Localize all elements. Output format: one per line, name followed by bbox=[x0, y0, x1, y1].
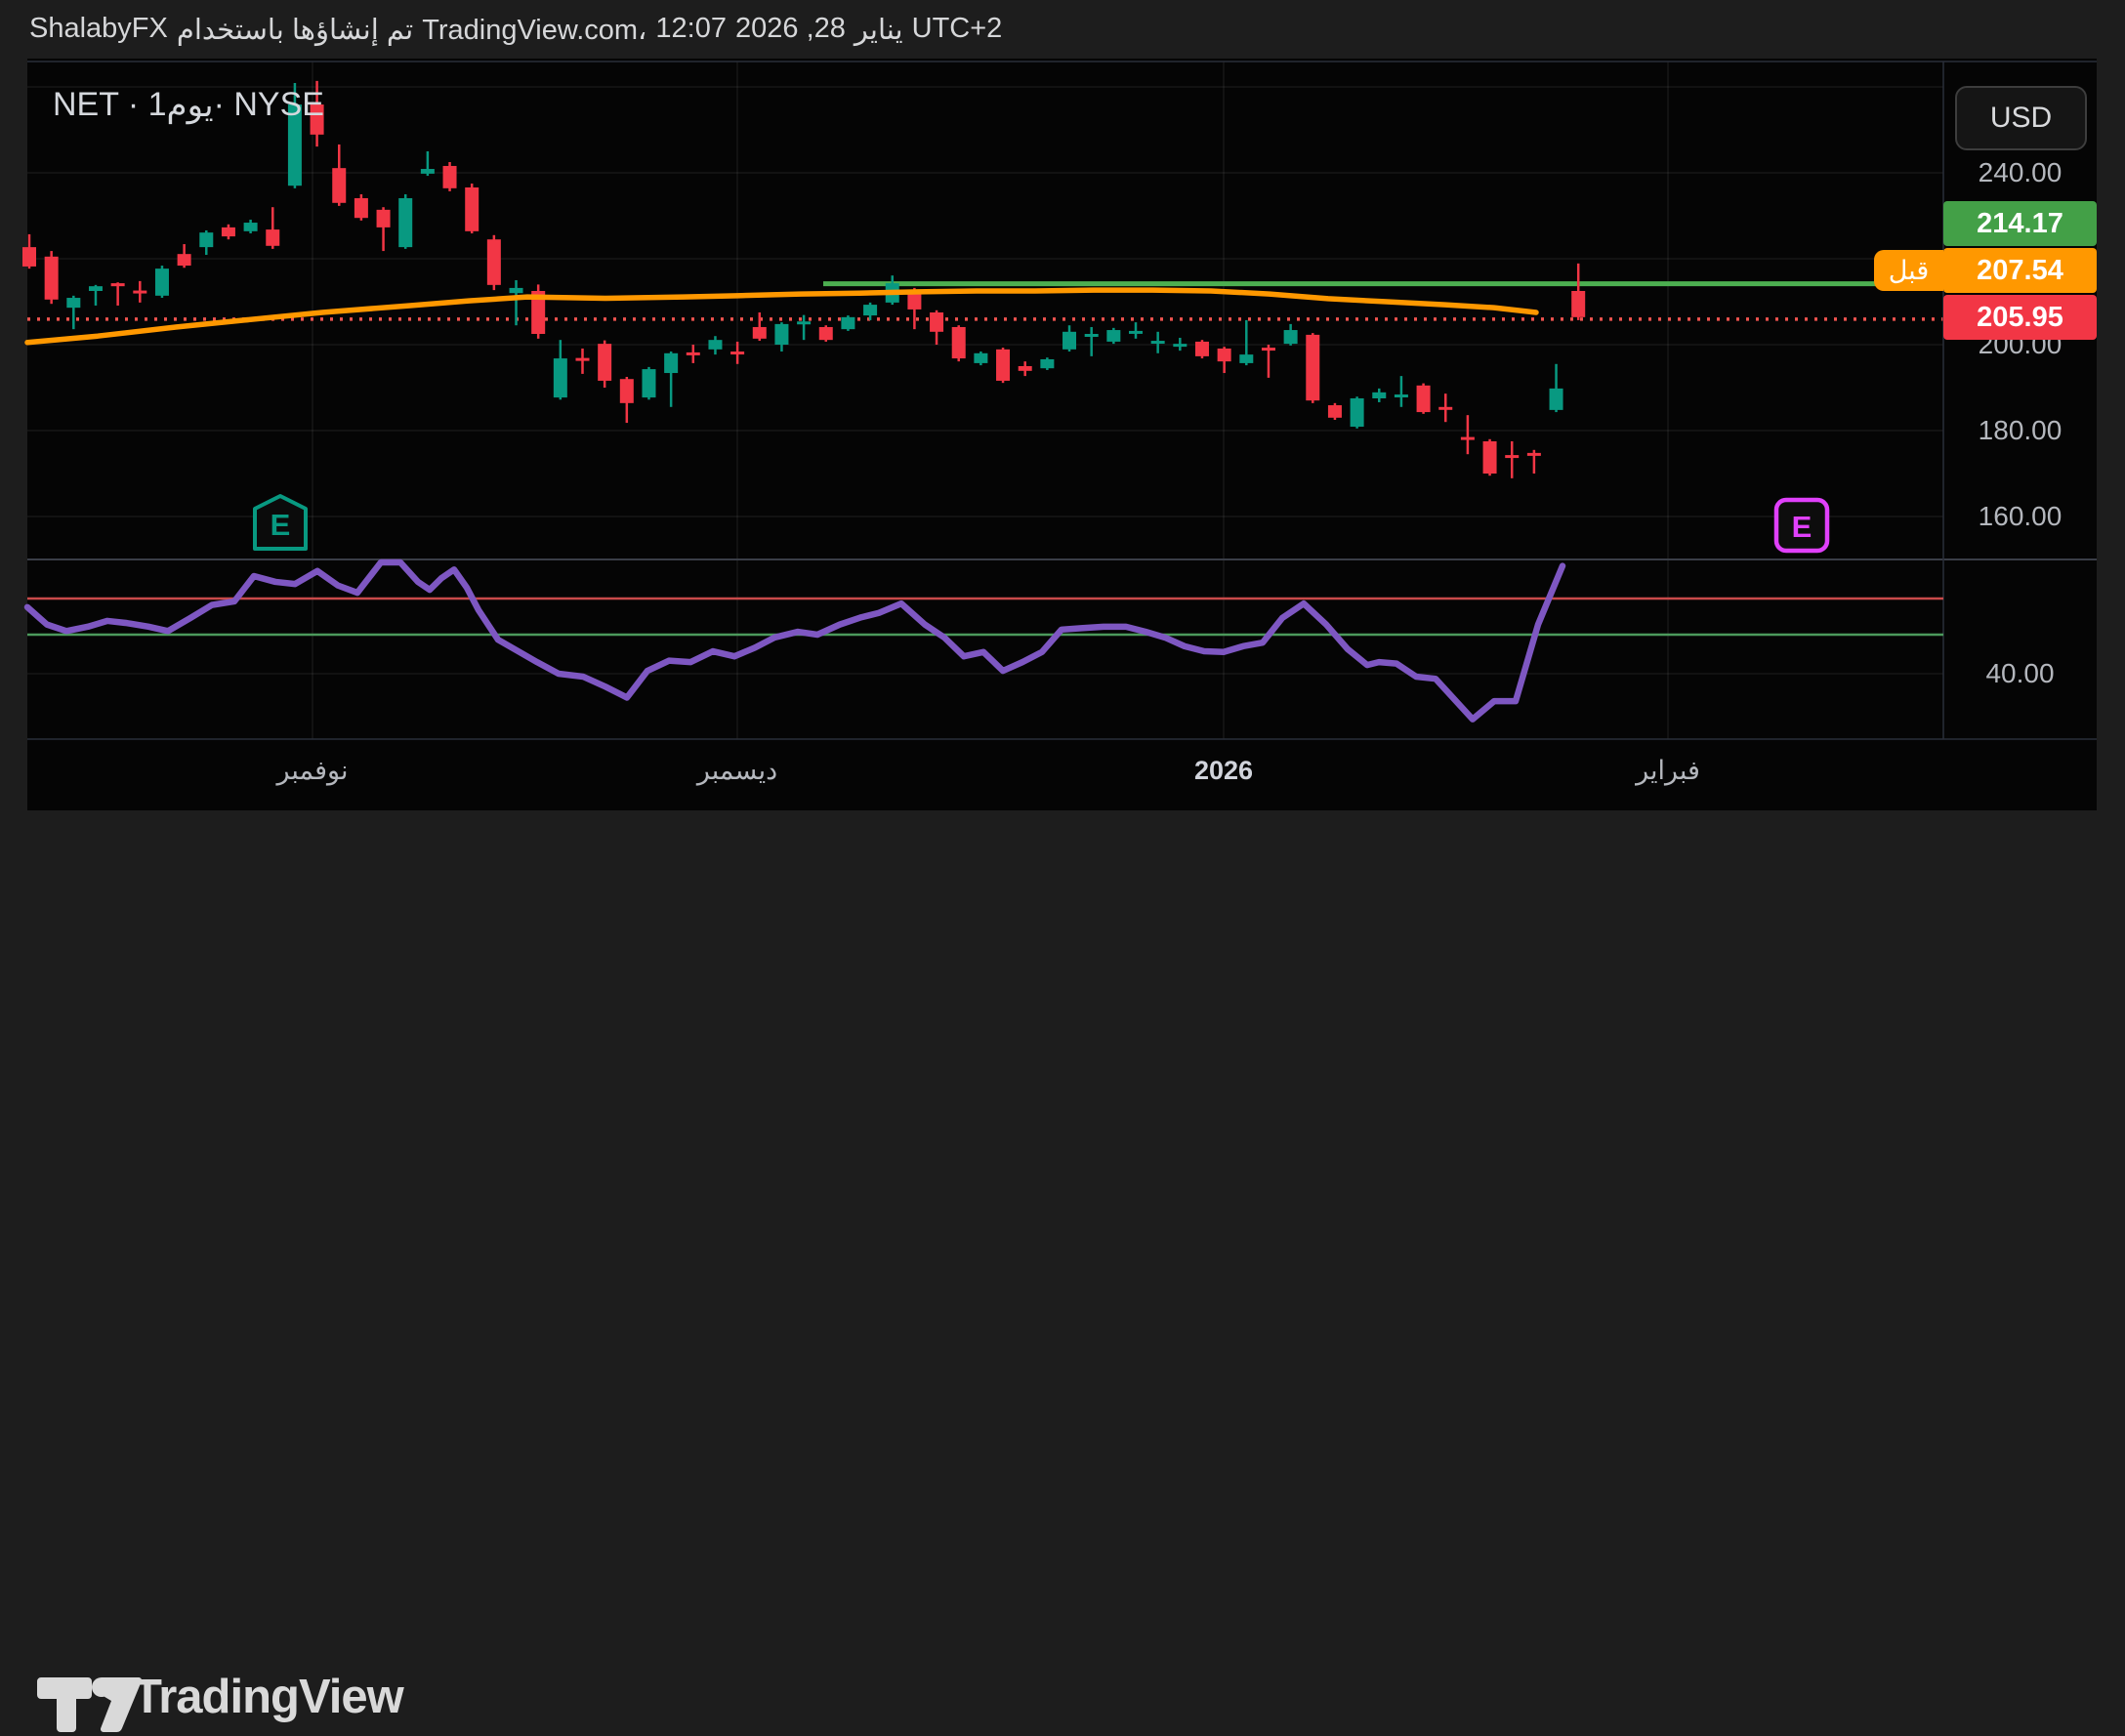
time-axis-tick: نوفمبر bbox=[276, 756, 349, 785]
premarket-tag: قبل bbox=[1874, 250, 1943, 291]
indicator-axis-tick: 40.00 bbox=[1985, 658, 2055, 688]
attribution-part: تم إنشاؤها باستخدام bbox=[176, 14, 414, 46]
prev-close-price-label: 205.95 bbox=[1943, 295, 2097, 340]
attribution-part: 2026 ,28 bbox=[735, 12, 846, 44]
price-axis-tick: 180.00 bbox=[1978, 415, 2062, 445]
attribution-part: ShalabyFX bbox=[29, 12, 168, 44]
footer: TradingView bbox=[0, 810, 2125, 1732]
symbol-title-part: · NYSE bbox=[213, 86, 324, 123]
time-axis-tick: ديسمبر bbox=[696, 756, 778, 785]
attribution-bar: ShalabyFX تم إنشاؤها باستخدام TradingVie… bbox=[0, 0, 2125, 59]
time-axis-tick: 2026 bbox=[1193, 756, 1254, 785]
chart-plot-area[interactable] bbox=[27, 59, 2097, 810]
symbol-title[interactable]: NET · 1 يوم · NYSE bbox=[53, 86, 324, 125]
currency-button[interactable]: USD bbox=[1955, 86, 2087, 150]
attribution-text: ShalabyFX تم إنشاؤها باستخدام TradingVie… bbox=[29, 13, 1002, 47]
price-axis-tick: 160.00 bbox=[1978, 501, 2062, 531]
time-axis-tick: فبراير bbox=[1636, 756, 1700, 785]
last-price-label: 214.17 bbox=[1943, 201, 2097, 246]
symbol-title-part: NET · 1 bbox=[53, 86, 167, 123]
price-axis-tick: 240.00 bbox=[1978, 157, 2062, 187]
tradingview-logo-icon[interactable] bbox=[37, 1677, 145, 1736]
symbol-title-part: يوم bbox=[166, 87, 214, 124]
brand-name[interactable]: TradingView bbox=[133, 1671, 404, 1723]
attribution-part: TradingView.com، bbox=[422, 14, 647, 46]
attribution-part: يناير bbox=[854, 14, 903, 46]
attribution-part: 12:07 bbox=[655, 12, 727, 44]
attribution-part: UTC+2 bbox=[911, 12, 1003, 44]
premarket-price-label: 207.54 bbox=[1943, 248, 2097, 293]
